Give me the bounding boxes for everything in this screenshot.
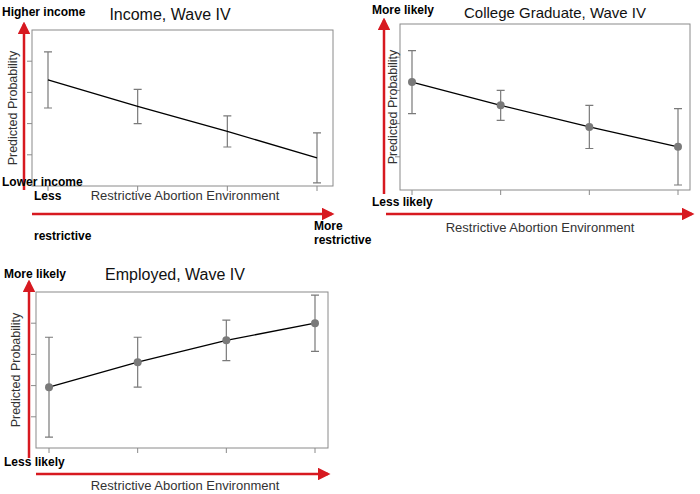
plot-frame (32, 30, 333, 186)
x-axis-label: Restrictive Abortion Environment (91, 478, 280, 493)
x-tick (315, 448, 316, 453)
y-tick (27, 92, 32, 93)
marker (134, 358, 142, 366)
y-direction-arrow (28, 282, 31, 458)
error-bar (585, 105, 593, 148)
x-direction-arrow (386, 213, 692, 216)
chart-root: Income, Wave IV Restrictive Abortion Envi… (0, 0, 700, 494)
error-bar (497, 90, 505, 120)
chart-title: Employed, Wave IV (105, 266, 245, 283)
marker (674, 143, 682, 151)
error-bar (134, 337, 142, 387)
marker (497, 101, 505, 109)
marker (585, 123, 593, 131)
plot-frame (36, 292, 328, 448)
y-annotation-low: Less likely (4, 455, 65, 469)
x-tick (500, 190, 501, 195)
marker (222, 336, 230, 344)
y-annotation-high: More likely (4, 267, 66, 281)
y-annotation-low: Lower income (2, 175, 83, 189)
series-line (49, 323, 315, 387)
y-tick (31, 385, 36, 386)
error-bar (313, 133, 321, 183)
x-direction-arrow (36, 473, 328, 476)
y-tick (31, 354, 36, 355)
y-direction-arrow (23, 24, 26, 190)
error-bar (45, 337, 53, 437)
y-annotation-high: More likely (372, 3, 434, 17)
y-annotation-low: Less likely (372, 195, 433, 209)
chart-title: College Graduate, Wave IV (464, 4, 646, 21)
y-tick (27, 123, 32, 124)
panel: Income, Wave IV Restrictive Abortion Envi… (2, 5, 372, 247)
panel: College Graduate, Wave IV Restrictive Abo… (372, 3, 692, 235)
annotation-word: restrictive (34, 229, 92, 243)
marker (408, 78, 416, 86)
y-direction-arrow (383, 20, 386, 194)
data-group (408, 51, 682, 185)
y-tick (27, 154, 32, 155)
panel: Employed, Wave IV Restrictive Abortion En… (4, 266, 328, 493)
data-group (44, 52, 321, 183)
x-tick (49, 448, 50, 453)
x-tick (589, 190, 590, 195)
y-tick (27, 61, 32, 62)
series-line (48, 80, 317, 158)
series-line (412, 82, 678, 147)
x-tick (317, 186, 318, 191)
y-axis-label: Predicted Probability (386, 49, 400, 164)
x-axis-label: Restrictive Abortion Environment (446, 220, 635, 235)
y-axis-label: Predicted Probability (6, 50, 20, 165)
y-tick (31, 323, 36, 324)
data-group (45, 295, 319, 437)
error-bar (674, 109, 682, 185)
plot-frame (400, 24, 690, 190)
x-annotation-high: More restrictive (314, 219, 372, 247)
chart-title: Income, Wave IV (109, 6, 231, 23)
error-bar (408, 51, 416, 114)
x-direction-arrow (32, 213, 332, 216)
x-tick (678, 190, 679, 195)
error-bar (222, 320, 230, 361)
y-axis-label: Predicted Probability (9, 312, 23, 427)
x-annotation-low: Less restrictive (34, 189, 92, 243)
annotation-word: restrictive (314, 233, 372, 247)
x-tick (137, 448, 138, 453)
marker (311, 319, 319, 327)
y-annotation-high: Higher income (2, 5, 86, 19)
marker (45, 383, 53, 391)
x-tick (226, 448, 227, 453)
y-tick (31, 416, 36, 417)
x-axis-label: Restrictive Abortion Environment (91, 188, 280, 203)
annotation-word: More (314, 219, 346, 233)
error-bar (311, 295, 319, 351)
annotation-word: Less (34, 189, 65, 203)
